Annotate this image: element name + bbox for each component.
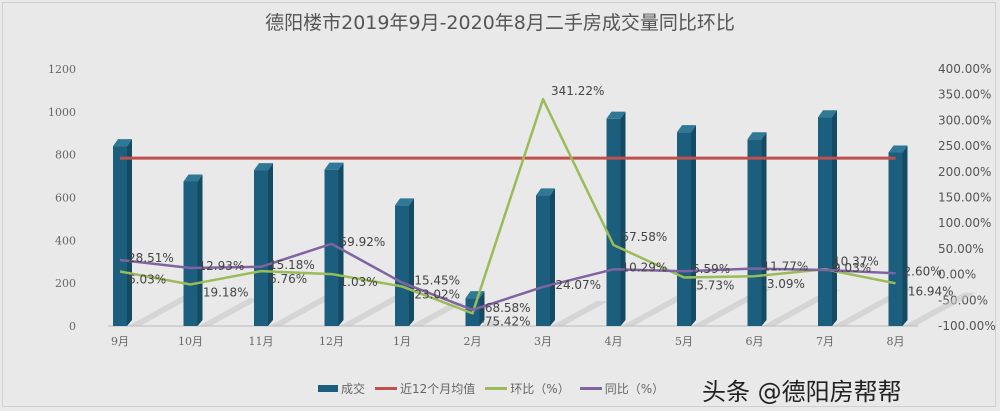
right-axis-tick: -100.00% (938, 319, 996, 333)
source-watermark: 头条 @德阳房帮帮 (702, 378, 902, 406)
bar (888, 145, 908, 326)
right-axis-tick: 200.00% (938, 165, 991, 179)
huanbi-data-label: 57.58% (622, 230, 668, 244)
x-axis-tick: 1月 (393, 335, 411, 348)
tongbi-data-label: 28.51% (128, 251, 174, 265)
x-axis-tick: 5月 (675, 335, 693, 348)
left-axis-tick: 800 (55, 149, 76, 162)
x-axis-tick: 12月 (319, 335, 344, 348)
huanbi-data-label: 6.76% (269, 272, 307, 286)
tongbi-data-label: 6.59% (692, 262, 730, 276)
right-axis-tick: 400.00% (938, 62, 991, 76)
x-axis-tick: 2月 (464, 335, 482, 348)
tongbi-data-label: -15.45% (410, 274, 460, 288)
right-axis-tick: 0.00% (938, 268, 976, 282)
data-labels: 28.51% 6.03% 12.93% -19.18% 15.18%6.76% 59.92… (128, 84, 954, 328)
legend-item-huanbi: 环比（%） (485, 380, 570, 397)
chart-title: 德阳楼市2019年9月-2020年8月二手房成交量同比环比 (265, 12, 735, 34)
huanbi-data-label: -19.18% (199, 285, 249, 299)
tongbi-data-label: -24.07% (551, 278, 601, 292)
bar (747, 132, 767, 326)
legend-item-chengjiao: 成交 (318, 380, 365, 397)
left-y-axis: 0 200 400 600 800 1000 1200 (48, 63, 76, 333)
line-swatch-icon (579, 387, 602, 390)
line-series-tongbi (119, 242, 896, 312)
x-axis-labels: 9月 10月 11月 12月 1月 2月 3月 4月 5月 6月 7月 8月 (111, 335, 905, 348)
right-axis-tick: 350.00% (938, 88, 991, 102)
x-axis-tick: 8月 (887, 335, 905, 348)
right-axis-tick: 100.00% (938, 216, 991, 230)
tongbi-data-label: 15.18% (269, 258, 315, 272)
bar (818, 110, 837, 326)
huanbi-data-label: 341.22% (551, 84, 604, 98)
legend: 成交 近12个月均值 环比（%） 同比（%） (318, 380, 664, 397)
left-axis-tick: 600 (55, 192, 76, 205)
x-axis-tick: 3月 (534, 335, 552, 348)
legend-item-tongbi: 同比（%） (579, 380, 665, 397)
x-axis-tick: 9月 (111, 335, 129, 348)
huanbi-data-label: -5.73% (692, 279, 734, 293)
right-y-axis: -100.00%-50.00%0.00%50.00%100.00%150.00%… (938, 62, 996, 333)
huanbi-data-label: 1.03% (340, 275, 378, 289)
line-swatch-icon (485, 387, 508, 390)
x-axis-tick: 10月 (178, 335, 203, 348)
huanbi-data-label: -23.02% (410, 287, 460, 301)
legend-label: 环比（%） (510, 382, 570, 396)
x-axis-tick: 6月 (746, 335, 764, 348)
right-axis-tick: 50.00% (938, 242, 984, 256)
left-axis-tick: 0 (69, 320, 76, 333)
bar (254, 163, 273, 326)
tongbi-data-label: -68.58% (481, 301, 531, 315)
huanbi-data-label: -75.42% (481, 314, 531, 328)
legend-label: 近12个月均值 (400, 382, 476, 396)
tongbi-data-label: 59.92% (340, 235, 386, 249)
right-axis-tick: 300.00% (938, 113, 991, 127)
huanbi-data-label: 10.37% (833, 254, 879, 268)
tongbi-data-label: 11.77% (763, 260, 809, 274)
right-axis-tick: 150.00% (938, 191, 991, 205)
legend-item-average: 近12个月均值 (375, 380, 475, 397)
tongbi-data-label: 12.93% (199, 259, 245, 273)
x-axis-tick: 11月 (249, 335, 274, 348)
right-axis-tick: 250.00% (938, 139, 991, 153)
bar (113, 139, 132, 326)
huanbi-data-label: -3.09% (763, 277, 805, 291)
left-axis-tick: 400 (55, 234, 76, 247)
huanbi-data-label: -16.94% (904, 284, 954, 298)
line-series-huanbi (119, 97, 896, 315)
line-swatch-icon (375, 387, 398, 390)
chart-frame (2, 2, 996, 407)
left-axis-tick: 1000 (48, 106, 76, 119)
bar (324, 162, 344, 326)
huanbi-data-label: 6.03% (128, 273, 166, 287)
tongbi-data-label: 10.29% (622, 260, 668, 274)
legend-label: 同比（%） (604, 382, 665, 396)
bar (395, 198, 414, 326)
bar (536, 188, 555, 326)
bar (606, 111, 626, 326)
x-axis-tick: 7月 (816, 335, 834, 348)
left-axis-tick: 200 (55, 277, 76, 290)
bar (183, 174, 203, 326)
legend-label: 成交 (341, 382, 366, 396)
tongbi-data-label: 9.03% (833, 261, 871, 275)
bar-swatch-icon (318, 385, 338, 392)
x-axis-tick: 4月 (605, 335, 623, 348)
left-axis-tick: 1200 (48, 63, 76, 76)
tongbi-data-label: 2.60% (904, 264, 942, 278)
bar (677, 125, 696, 326)
